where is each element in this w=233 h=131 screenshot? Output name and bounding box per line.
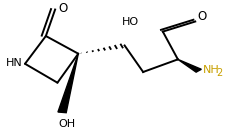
Text: HO: HO bbox=[121, 17, 138, 26]
Text: HN: HN bbox=[6, 58, 23, 68]
Polygon shape bbox=[178, 59, 201, 72]
Text: 2: 2 bbox=[216, 68, 222, 78]
Polygon shape bbox=[58, 54, 78, 113]
Text: NH: NH bbox=[203, 65, 220, 75]
Text: O: O bbox=[197, 10, 206, 23]
Text: O: O bbox=[58, 2, 68, 15]
Text: OH: OH bbox=[58, 119, 75, 129]
